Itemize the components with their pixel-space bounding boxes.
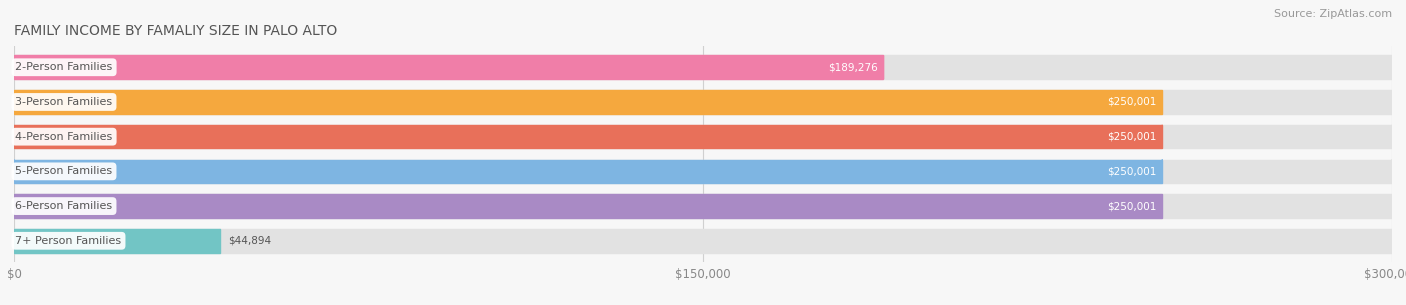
- Text: $250,001: $250,001: [1108, 166, 1157, 176]
- Bar: [14, 90, 1163, 114]
- Bar: [14, 56, 1392, 79]
- Text: 6-Person Families: 6-Person Families: [15, 201, 112, 211]
- Bar: [14, 125, 1392, 149]
- Text: 3-Person Families: 3-Person Families: [15, 97, 112, 107]
- Text: $250,001: $250,001: [1108, 201, 1157, 211]
- Bar: [14, 229, 221, 253]
- Text: 4-Person Families: 4-Person Families: [15, 132, 112, 142]
- Bar: [14, 160, 1163, 183]
- Text: FAMILY INCOME BY FAMALIY SIZE IN PALO ALTO: FAMILY INCOME BY FAMALIY SIZE IN PALO AL…: [14, 24, 337, 38]
- Text: Source: ZipAtlas.com: Source: ZipAtlas.com: [1274, 9, 1392, 19]
- Text: 5-Person Families: 5-Person Families: [15, 166, 112, 176]
- Bar: [14, 229, 1392, 253]
- Text: 7+ Person Families: 7+ Person Families: [15, 236, 121, 246]
- Bar: [14, 194, 1392, 218]
- Text: $250,001: $250,001: [1108, 97, 1157, 107]
- Bar: [14, 56, 883, 79]
- Bar: [14, 90, 1392, 114]
- Bar: [14, 194, 1163, 218]
- Text: $189,276: $189,276: [828, 62, 877, 72]
- Bar: [14, 160, 1392, 183]
- Text: 2-Person Families: 2-Person Families: [15, 62, 112, 72]
- Text: $250,001: $250,001: [1108, 132, 1157, 142]
- Text: $44,894: $44,894: [229, 236, 271, 246]
- Bar: [14, 125, 1163, 149]
